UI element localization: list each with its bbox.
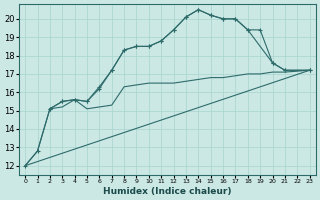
X-axis label: Humidex (Indice chaleur): Humidex (Indice chaleur) [103, 187, 232, 196]
